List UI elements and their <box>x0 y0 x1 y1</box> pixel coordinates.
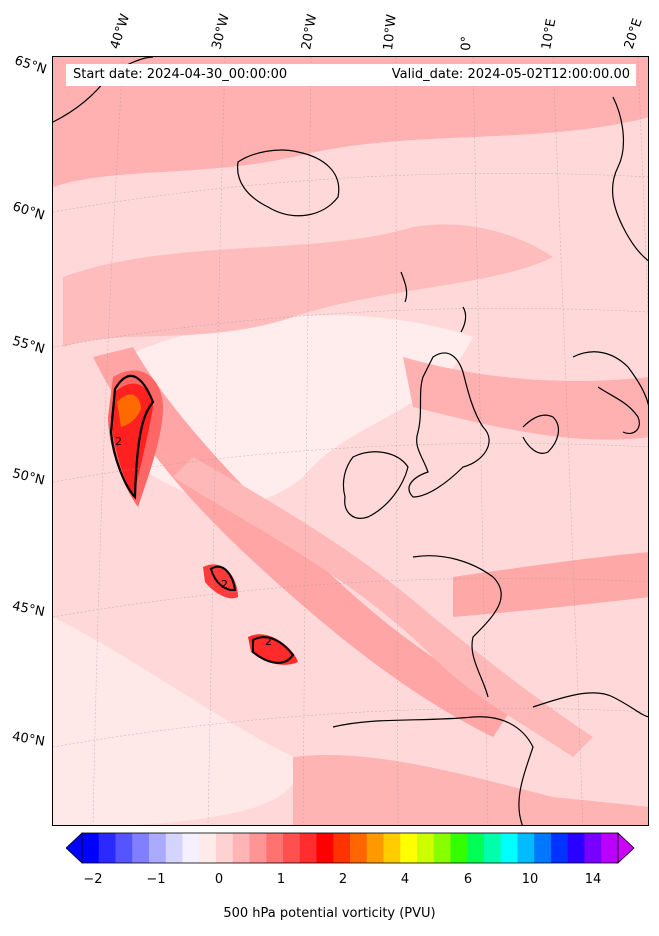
iceland-coast <box>237 149 340 217</box>
colorbar-cell <box>551 833 569 863</box>
lon-label-10w: 10°W <box>381 13 400 52</box>
lon-label-0: 0° <box>459 35 475 51</box>
start-date-label: Start date: 2024-04-30_00:00:00 <box>66 64 373 86</box>
map-panel: 2 2 2 <box>52 56 649 826</box>
lon-label-20e: 20°E <box>621 16 646 51</box>
colorbar-cell <box>316 833 334 863</box>
colorbar-tick-0: 0 <box>214 872 224 887</box>
colorbar-cell <box>467 833 485 863</box>
pv-band-north <box>53 57 648 187</box>
lat-label-50n: 50°N <box>10 466 47 489</box>
colorbar-cell <box>182 833 200 863</box>
colorbar-cell <box>98 833 116 863</box>
colorbar-cell <box>366 833 384 863</box>
colorbar-tick-14: 14 <box>584 872 602 887</box>
colorbar-cells <box>66 832 635 864</box>
colorbar-cell <box>232 833 250 863</box>
lat-label-40n: 40°N <box>10 729 46 750</box>
colorbar-tick-10: 10 <box>521 872 539 887</box>
lat-label-45n: 45°N <box>10 598 46 621</box>
shetland <box>460 306 467 333</box>
pv2-contour-middle <box>209 565 237 592</box>
colorbar-cell <box>433 833 451 863</box>
france-coast <box>412 555 502 698</box>
colorbar-cell <box>299 833 317 863</box>
colorbar-cell <box>417 833 435 863</box>
colorbar-cell <box>584 833 602 863</box>
colorbar-cell <box>249 833 267 863</box>
colorbar-cell <box>283 833 301 863</box>
pv-band-secondary <box>173 457 593 757</box>
great-britain-coast <box>408 352 490 498</box>
pv-core-west-peak <box>117 394 141 427</box>
graticule <box>53 57 648 825</box>
pv2-contour-label-west: 2 <box>115 435 122 448</box>
mediterranean-coast <box>532 692 648 718</box>
colorbar-tick-1: 1 <box>276 872 286 887</box>
colorbar-cell <box>82 833 100 863</box>
colorbar-tick-neg1: −1 <box>146 872 166 887</box>
colorbar-cell <box>350 833 368 863</box>
norway-coast <box>612 96 648 262</box>
colorbar-cell <box>400 833 418 863</box>
colorbar-cell <box>383 833 401 863</box>
pv2-contour-west <box>109 374 155 500</box>
colorbar-cell <box>534 833 552 863</box>
colorbar-under-extension <box>66 832 83 864</box>
valid-date-label: Valid_date: 2024-05-02T12:00:00.00 <box>366 64 636 86</box>
colorbar-cell <box>333 833 351 863</box>
pv2-contour-south <box>252 636 295 664</box>
colorbar-cell <box>199 833 217 863</box>
coastlines <box>53 57 648 825</box>
lat-label-55n: 55°N <box>10 333 47 358</box>
pv2-contour-label-middle: 2 <box>221 578 228 591</box>
colorbar-cell <box>567 833 585 863</box>
colorbar-cell <box>484 833 502 863</box>
denmark-coast <box>597 386 640 435</box>
lon-label-30w: 30°W <box>209 12 233 51</box>
colorbar-tick-2: 2 <box>338 872 348 887</box>
colorbar-frame <box>81 832 619 864</box>
southern-scandinavia <box>572 351 648 406</box>
ireland-coast <box>342 451 409 519</box>
colorbar-tick-neg2: −2 <box>83 872 103 887</box>
pv-band-biscay <box>453 552 648 617</box>
lat-label-65n: 65°N <box>12 53 49 78</box>
colorbar-cell <box>450 833 468 863</box>
colorbar-cell <box>115 833 133 863</box>
colorbar-cell <box>216 833 234 863</box>
colorbar-cell <box>149 833 167 863</box>
colorbar-cell <box>601 833 619 863</box>
north-sea-coast <box>522 414 560 454</box>
faroe-islands <box>400 271 408 303</box>
colorbar-tick-4: 4 <box>400 872 410 887</box>
colorbar-cell <box>517 833 535 863</box>
colorbar-cell <box>266 833 284 863</box>
colorbar-cell <box>165 833 183 863</box>
colorbar-over-extension <box>617 832 635 864</box>
pv-field-map: 2 2 2 <box>53 57 648 825</box>
pv2-contour-label-south: 2 <box>265 635 272 648</box>
lat-label-60n: 60°N <box>10 199 47 224</box>
colorbar-cell <box>132 833 150 863</box>
colorbar-tick-6: 6 <box>463 872 473 887</box>
lon-label-10e: 10°E <box>539 17 560 52</box>
pv-band-iberia <box>293 755 648 825</box>
lon-label-20w: 20°W <box>299 13 321 52</box>
colorbar-label: 500 hPa potential vorticity (PVU) <box>223 906 436 921</box>
pv-trough-band <box>93 347 513 737</box>
colorbar <box>66 832 635 864</box>
pv-pale-region-south <box>53 617 297 825</box>
colorbar-cell <box>500 833 518 863</box>
lon-label-40w: 40°W <box>107 12 134 51</box>
iberia-north-coast <box>332 716 534 825</box>
